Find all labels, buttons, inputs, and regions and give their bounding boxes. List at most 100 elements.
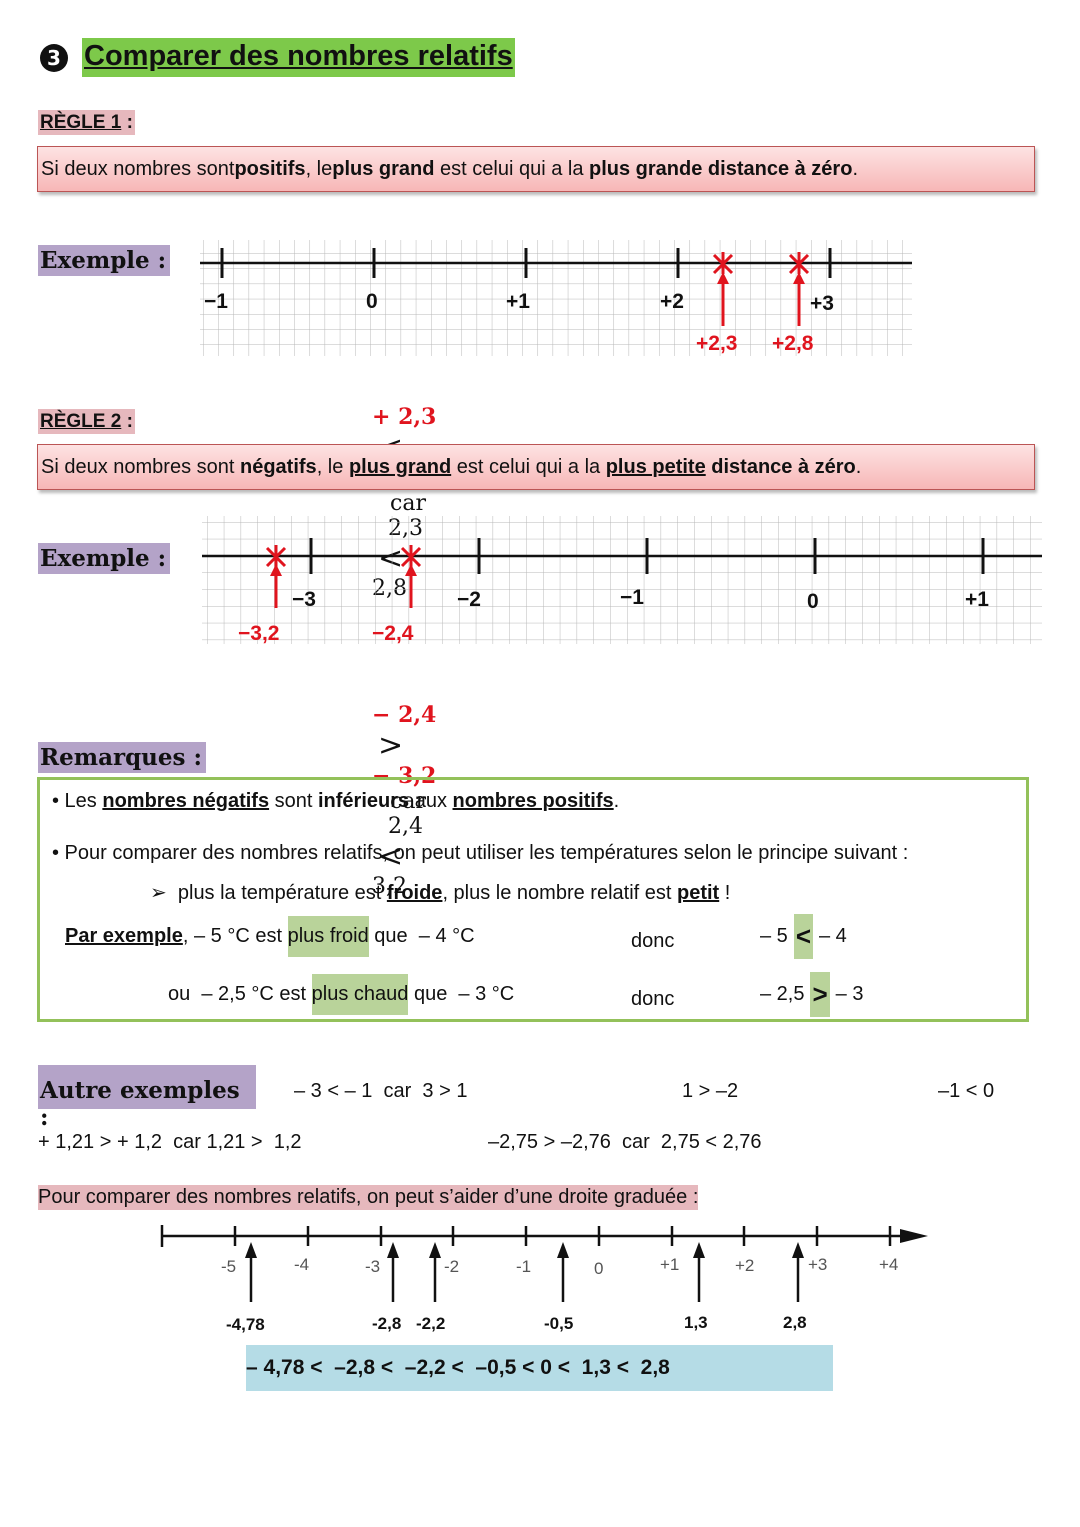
remark-text: aux (409, 790, 453, 812)
tick-label: +3 (810, 292, 834, 315)
arrow-up-icon (249, 1254, 800, 1302)
tick-label: 0 (807, 590, 819, 613)
formula-value: − 2,4 (372, 702, 437, 728)
tick-label: 0 (366, 290, 378, 313)
graduated-line-intro: Pour comparer des nombres relatifs, on p… (38, 1185, 699, 1210)
rule2-text: , le (316, 455, 349, 478)
remark-keyword: froide (386, 882, 443, 904)
example2-label: Exemple : (38, 543, 171, 574)
remark-text: que – 4 °C (368, 924, 475, 947)
arrow-right-icon (900, 1229, 928, 1243)
tick-label: -1 (516, 1257, 531, 1276)
tick-label: +1 (506, 290, 530, 313)
remark-text: sont (269, 790, 318, 812)
tick-label: −1 (620, 586, 644, 609)
point-label: -4,78 (226, 1315, 265, 1334)
remark-keyword: inférieurs (318, 790, 410, 812)
tick-label: -4 (294, 1255, 309, 1274)
point-label: -0,5 (544, 1314, 573, 1333)
rule1-box: Si deux nombres sont positifs , le plus … (37, 146, 1035, 192)
rule2-label: RÈGLE 2 : (38, 409, 135, 434)
rule1-text: est celui qui a la (434, 157, 590, 180)
remark-text: , – 5 °C est (182, 924, 288, 947)
rule2-box: Si deux nombres sont négatifs , le plus … (37, 444, 1035, 490)
remark-text: que – 3 °C (408, 982, 515, 1005)
tick-label: +2 (660, 290, 684, 313)
tick-label: −1 (204, 290, 228, 313)
rule1-label: RÈGLE 1 : (38, 110, 135, 135)
tick-label: -3 (365, 1257, 380, 1276)
tick-label: -5 (221, 1257, 236, 1276)
rule2-label-text: RÈGLE 2 (40, 411, 122, 432)
rule1-keyword-positifs: positifs (234, 157, 306, 180)
formula-because: car (390, 491, 426, 516)
tick-label: +3 (808, 1255, 827, 1274)
remark-text: • Les (52, 790, 103, 812)
remark-keyword: nombres positifs (452, 790, 614, 812)
rule1-text: , le (305, 157, 333, 180)
remark-bullet-1: • Les nombres négatifs sont inférieurs a… (52, 790, 619, 813)
remark-text: . (613, 790, 620, 812)
formula-value: + 2,3 (372, 404, 437, 430)
tick-label: +2 (735, 1256, 754, 1275)
donc-label: donc (631, 930, 675, 952)
example1-number-line: −1 0 +1 +2 +3 +2,3 +2,8 (200, 240, 912, 356)
rule2-text: . (855, 455, 862, 478)
remark-result-2: – 2,5 > – 3 (760, 971, 864, 1017)
remark-text: – 5 (760, 924, 788, 947)
rule2-keyword-plus-grand: plus grand (348, 455, 452, 478)
ordering-box: – 4,78 < –2,8 < –2,2 < –0,5 < 0 < 1,3 < … (246, 1345, 833, 1391)
page-title: Comparer des nombres relatifs (82, 38, 515, 77)
point-label: +2,8 (772, 332, 814, 355)
remark-bullet-2: • Pour comparer des nombres relatifs, on… (52, 842, 909, 864)
rule1-label-text: RÈGLE 1 (40, 112, 122, 133)
rule1-keyword-distance: plus grande distance à zéro (589, 157, 853, 180)
arrow-up-icon (717, 272, 805, 284)
example2-number-line: −3 −2 −1 0 +1 −3,2 −2,4 (202, 516, 1042, 645)
point-label: -2,2 (416, 1314, 445, 1333)
rule1-text: Si deux nombres sont (41, 157, 235, 180)
comparison-operator: > (810, 971, 830, 1017)
remark-text: ➢ plus la température est (150, 882, 387, 904)
highlight: plus chaud (311, 973, 409, 1015)
formula-value: 3,2 (372, 874, 407, 899)
tick-label: −2 (457, 588, 481, 611)
remark-text: – 4 (819, 924, 847, 947)
remark-example-2: ou – 2,5 °C est plus chaud que – 3 °C (168, 973, 515, 1015)
comparison-operator: < (793, 913, 813, 959)
rule2-keyword-distance: distance à zéro (705, 455, 856, 478)
rule1-text: . (852, 157, 858, 180)
example2-formula: − 2,4 > − 3,2 car 2,4 < 3,2 (358, 677, 436, 899)
remark-text: ! (719, 882, 731, 904)
example-lead: Par exemple (65, 924, 183, 947)
section-number-badge: 3 (40, 43, 68, 72)
tick-label: −3 (292, 588, 316, 611)
example1-label: Exemple : (38, 245, 171, 276)
donc-label: donc (631, 988, 675, 1010)
other-example: –2,75 > –2,76 car 2,75 < 2,76 (488, 1131, 762, 1153)
other-example: + 1,21 > + 1,2 car 1,21 > 1,2 (38, 1131, 302, 1153)
point-label: -2,8 (372, 1314, 401, 1333)
point-label: −3,2 (238, 622, 279, 645)
other-examples-label: Autre exemples : (38, 1065, 256, 1131)
comparison-operator: < (378, 839, 404, 874)
remark-result-1: – 5 < – 4 (760, 913, 847, 959)
rule2-keyword-negatifs: négatifs (240, 455, 317, 478)
graduated-number-line: -5 -4 -3 -2 -1 0 +1 +2 +3 +4 -4,78 -2,8 … (160, 1225, 928, 1334)
rule1-label-colon: : (121, 112, 133, 133)
tick-label: -2 (444, 1257, 459, 1276)
tick-label: 0 (594, 1259, 603, 1278)
remark-example-1: Par exemple, – 5 °C est plus froid que –… (65, 915, 475, 957)
point-label: +2,3 (696, 332, 737, 355)
remark-keyword: nombres négatifs (102, 790, 270, 812)
cross-marker-icon (265, 545, 422, 608)
tick-label: +1 (965, 588, 989, 611)
remark-text: – 3 (835, 982, 864, 1005)
rule2-keyword-plus-petite: plus petite (605, 455, 706, 478)
formula-value: 2,4 (388, 814, 423, 839)
rule2-text: Si deux nombres sont (41, 455, 240, 478)
other-example: – 3 < – 1 car 3 > 1 (294, 1080, 468, 1102)
section-title: 3 Comparer des nombres relatifs (40, 38, 515, 77)
other-example: 1 > –2 (682, 1080, 739, 1102)
point-label: 1,3 (684, 1313, 708, 1332)
